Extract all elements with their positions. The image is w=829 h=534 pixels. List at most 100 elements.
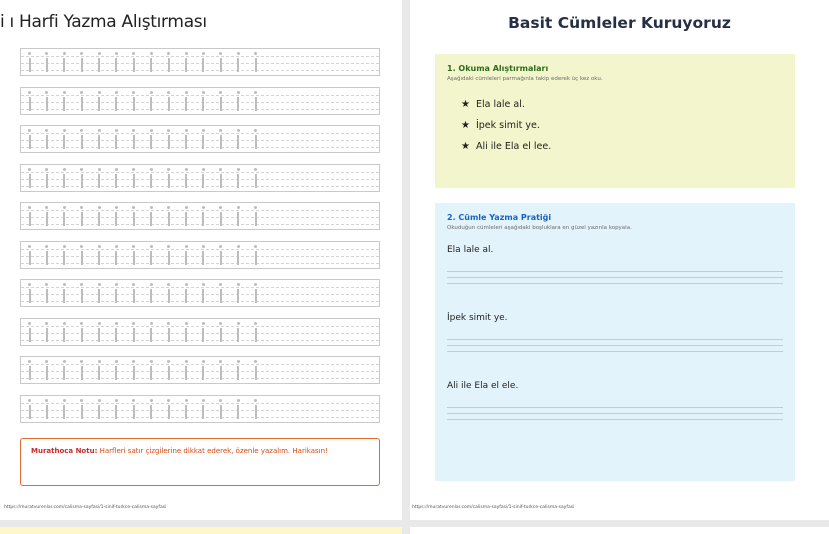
letter-dot xyxy=(62,167,66,171)
writing-item: Ali ile Ela el ele. xyxy=(447,367,783,435)
letter-dot xyxy=(184,321,188,325)
letter-dot xyxy=(132,206,136,209)
trace-letter-i xyxy=(111,49,128,75)
tracing-row[interactable] xyxy=(20,163,380,192)
letter-dot xyxy=(201,90,205,94)
tracing-row[interactable] xyxy=(20,279,380,307)
letter-dot xyxy=(114,244,118,248)
letter-dot xyxy=(45,283,49,286)
letter-stem xyxy=(202,212,205,226)
letter-stem xyxy=(45,250,48,265)
letter-dot xyxy=(97,244,101,248)
trace-letter-i xyxy=(215,165,232,191)
model-sentence: Ali ile Ela el ele. xyxy=(447,381,519,391)
letter-stem xyxy=(150,212,153,226)
trace-letter-i xyxy=(233,203,250,229)
letter-dot xyxy=(184,244,188,248)
tracing-row[interactable] xyxy=(20,202,380,230)
trace-letter-i xyxy=(76,242,93,268)
letter-dot xyxy=(114,167,118,171)
trace-letter-i xyxy=(41,396,58,422)
trace-letter-i xyxy=(233,242,250,268)
letter-dot xyxy=(132,244,136,248)
page-title: i ı Harfi Yazma Alıştırması xyxy=(0,12,207,32)
tracing-row[interactable] xyxy=(20,125,380,153)
trace-letter-i xyxy=(181,126,198,152)
guide-line xyxy=(21,301,379,302)
trace-letter-i xyxy=(198,49,215,75)
writing-line[interactable] xyxy=(447,407,783,408)
tracing-row[interactable] xyxy=(20,48,380,76)
page-url[interactable]: https://muratvurenlar.com/calisma-sayfas… xyxy=(4,505,167,510)
guide-line xyxy=(21,371,379,372)
trace-letter-i xyxy=(215,242,232,268)
trace-letter-i xyxy=(128,165,145,191)
trace-letter-i xyxy=(215,357,232,383)
trace-letter-i xyxy=(215,88,232,114)
letter-stem xyxy=(63,327,66,342)
trace-letter-i xyxy=(94,357,111,383)
guide-line xyxy=(21,210,379,211)
letter-stem xyxy=(237,96,240,111)
writing-line[interactable] xyxy=(447,277,783,278)
writing-line[interactable] xyxy=(447,283,783,284)
trace-letter-i xyxy=(233,319,250,345)
letter-stem xyxy=(28,250,31,265)
letter-stem xyxy=(150,58,153,72)
letter-stem xyxy=(63,404,66,419)
trace-letter-i xyxy=(181,280,198,306)
trace-letter-i xyxy=(146,165,163,191)
letter-dot xyxy=(254,167,258,171)
trace-letter-i xyxy=(163,396,180,422)
letter-dot xyxy=(149,129,153,132)
model-sentence: Ela lale al. xyxy=(447,245,494,255)
trace-letter-i xyxy=(181,319,198,345)
letter-dot xyxy=(97,167,101,171)
writing-line[interactable] xyxy=(447,419,783,420)
letter-dot xyxy=(167,129,171,132)
letter-stem xyxy=(237,173,240,188)
guide-line xyxy=(21,248,379,250)
letter-dot xyxy=(132,129,136,132)
letter-dot xyxy=(132,52,136,55)
letter-dot xyxy=(254,129,258,132)
letter-stem xyxy=(150,289,153,303)
letter-stem xyxy=(202,96,205,111)
letter-dot xyxy=(114,129,118,132)
letter-dot xyxy=(184,360,188,363)
trace-letter-i xyxy=(250,126,267,152)
letter-dot xyxy=(219,283,223,286)
writing-line[interactable] xyxy=(447,339,783,340)
letter-dot xyxy=(167,167,171,171)
letter-dot xyxy=(219,398,223,402)
letter-stem xyxy=(63,250,66,265)
guide-line xyxy=(21,147,379,148)
writing-line[interactable] xyxy=(447,271,783,272)
letter-stem xyxy=(167,135,170,149)
tracing-row[interactable] xyxy=(20,86,380,115)
letter-stem xyxy=(80,173,83,188)
letter-stem xyxy=(80,250,83,265)
tracing-row[interactable] xyxy=(20,394,380,423)
letter-dot xyxy=(149,398,153,402)
tracing-row[interactable] xyxy=(20,240,380,269)
letter-dot xyxy=(80,398,84,402)
letter-dot xyxy=(97,129,101,132)
letter-stem xyxy=(202,404,205,419)
trace-letter-i xyxy=(198,319,215,345)
writing-line[interactable] xyxy=(447,413,783,414)
writing-line[interactable] xyxy=(447,345,783,346)
trace-letter-i xyxy=(24,49,41,75)
trace-letter-i xyxy=(181,357,198,383)
page-url[interactable]: https://muratvurenlar.com/calisma-sayfas… xyxy=(412,505,575,510)
trace-letter-i xyxy=(163,319,180,345)
writing-line[interactable] xyxy=(447,351,783,352)
trace-letter-i xyxy=(233,49,250,75)
tracing-row[interactable] xyxy=(20,317,380,346)
trace-letter-i xyxy=(128,126,145,152)
tracing-row[interactable] xyxy=(20,356,380,384)
letter-dot xyxy=(236,244,240,248)
letter-dot xyxy=(184,167,188,171)
letter-dot xyxy=(201,398,205,402)
trace-letter-i xyxy=(111,357,128,383)
